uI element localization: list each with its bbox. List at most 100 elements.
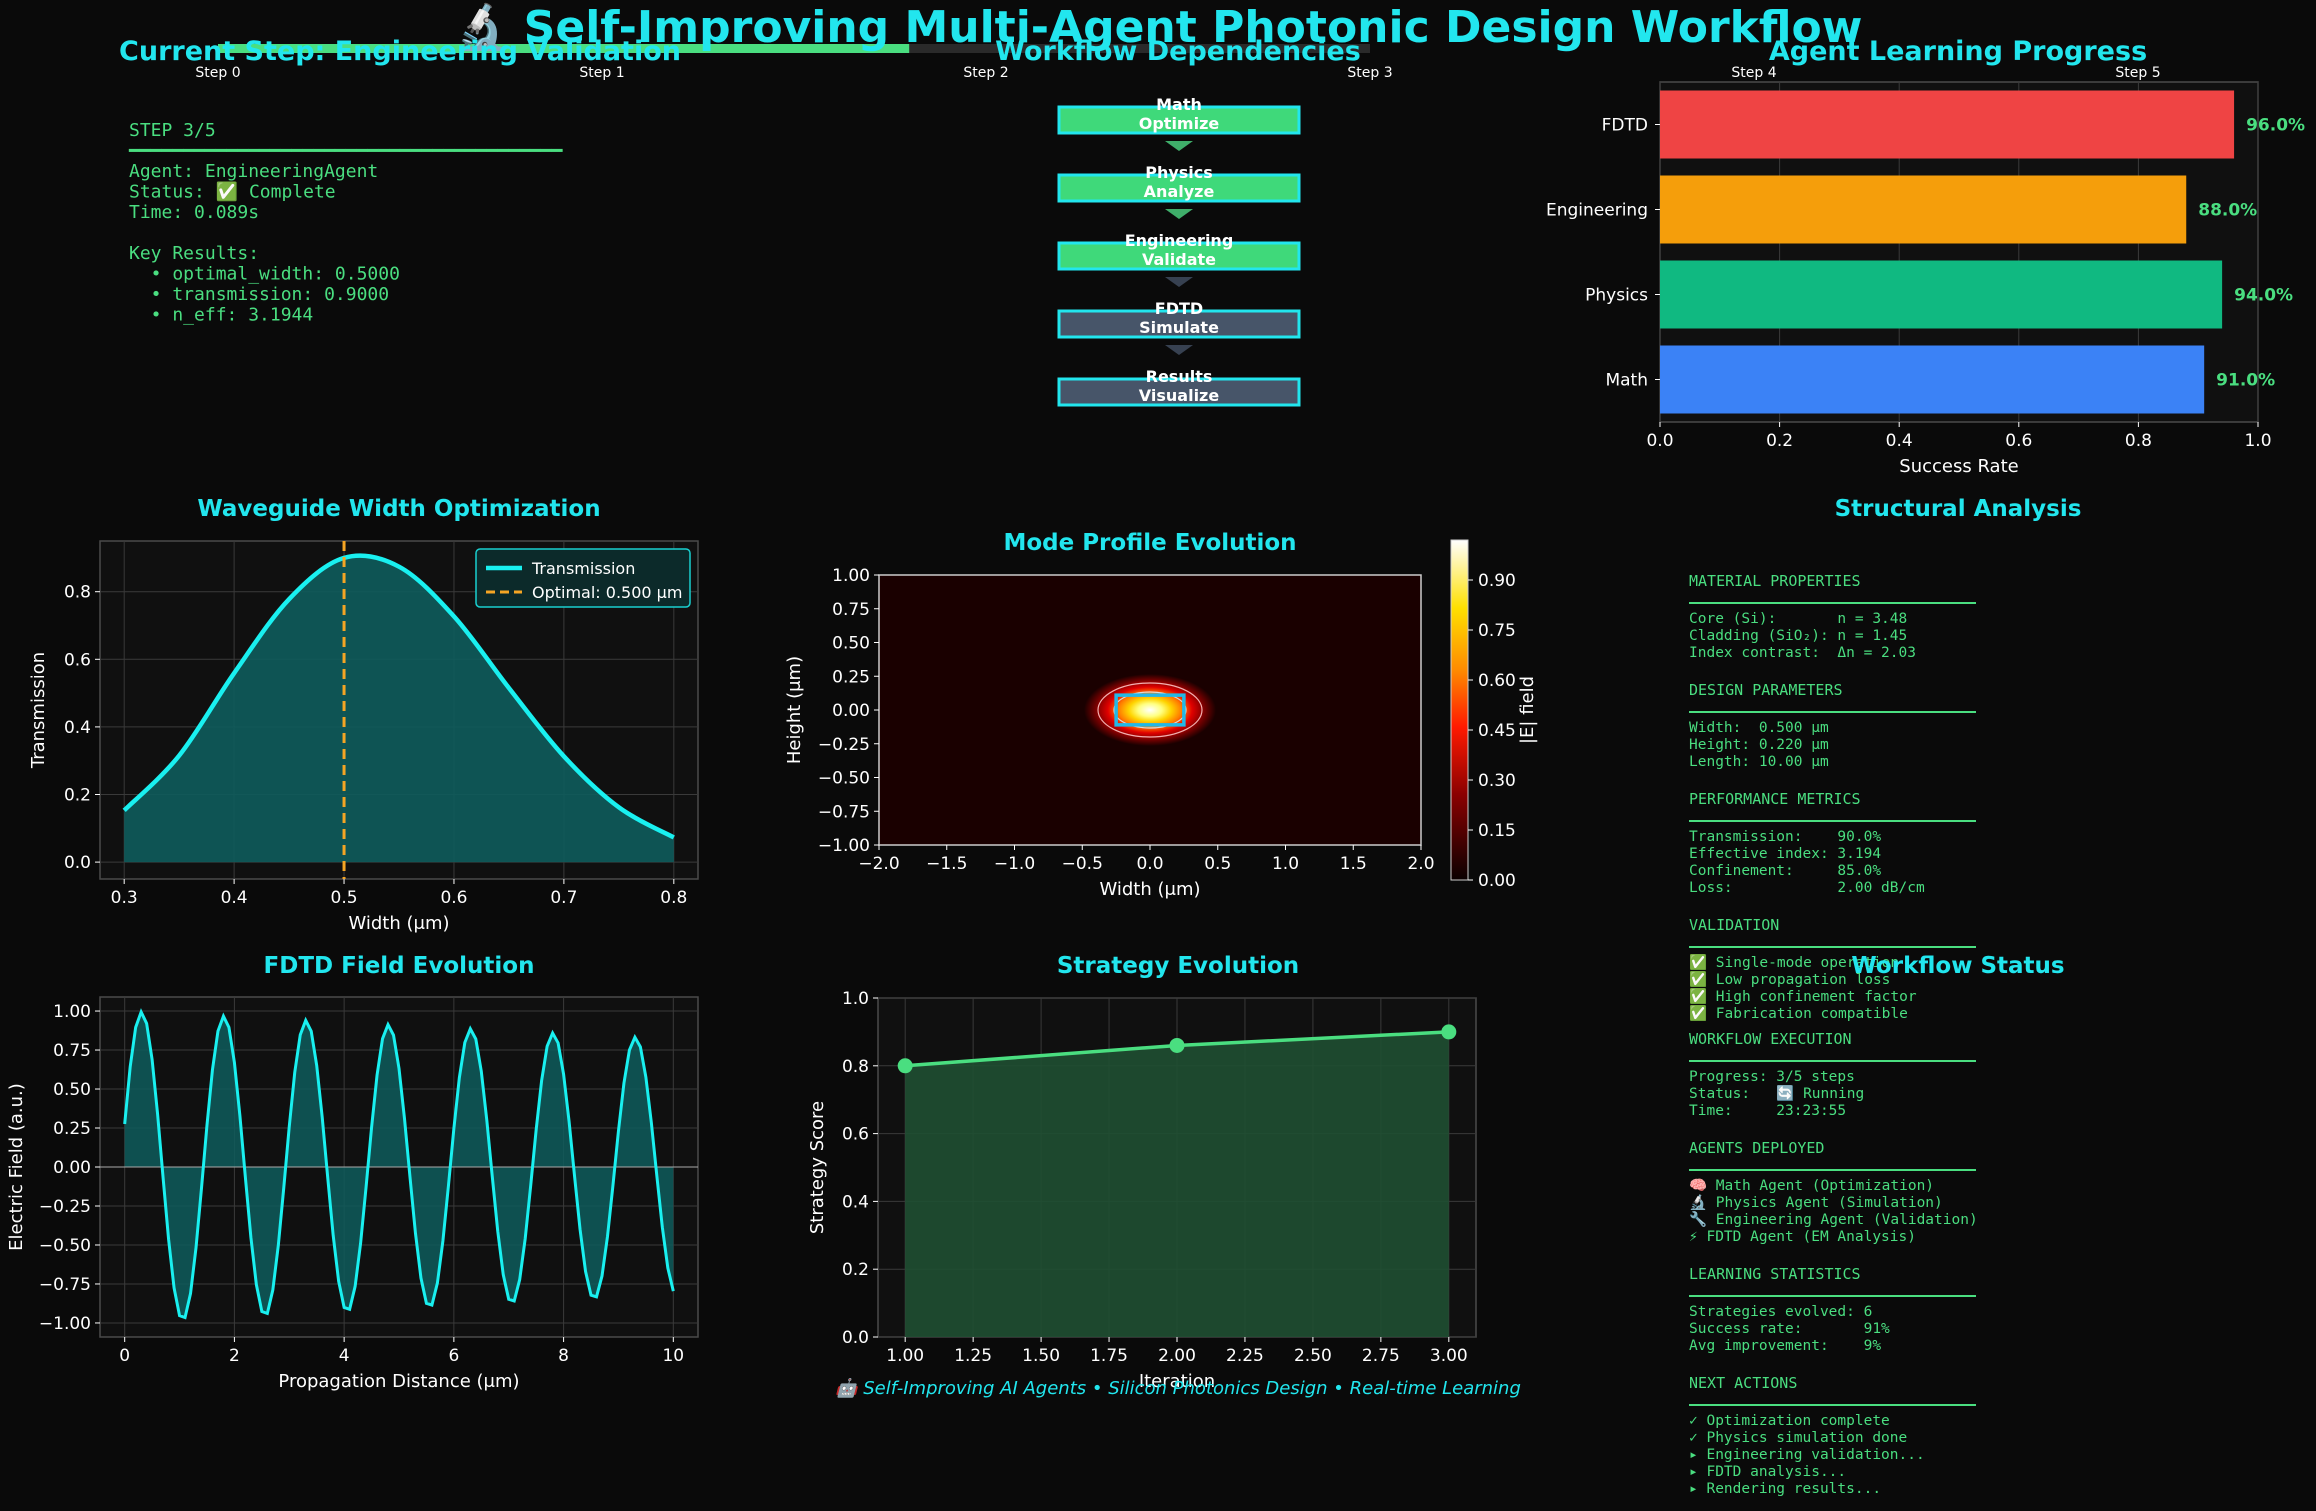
strategy-area bbox=[905, 1031, 1449, 1337]
strategy-ytick-label: 0.0 bbox=[842, 1328, 869, 1348]
current-step-line: • transmission: 0.9000 bbox=[129, 284, 389, 305]
status-line: Success rate: 91% bbox=[1689, 1321, 1890, 1337]
fdtd-xtick-label: 4 bbox=[339, 1346, 350, 1366]
dependency-node bbox=[1057, 377, 1301, 407]
current-step-line: • optimal_width: 0.5000 bbox=[129, 264, 400, 285]
status-line: 🔧 Engineering Agent (Validation) bbox=[1689, 1210, 1978, 1228]
learning-chart: Agent Learning Progress 0.0 0.2 0.4 0.6 0.8 1… bbox=[1546, 36, 2305, 477]
dependency-node-label: Physics bbox=[1145, 163, 1213, 182]
structural-line: Core (Si): n = 3.48 bbox=[1689, 611, 1907, 627]
width-ytick-label: 0.2 bbox=[64, 786, 91, 806]
strategy-ytick-label: 0.2 bbox=[842, 1260, 869, 1280]
progress-step-label: Step 4 bbox=[1731, 65, 1776, 81]
strategy-ytick-label: 1.0 bbox=[842, 989, 869, 1009]
current-step-line: • n_eff: 3.1944 bbox=[129, 305, 313, 326]
width-chart: Waveguide Width Optimization 0.3 0.4 0.5 0.… bbox=[28, 496, 699, 934]
progress-fill bbox=[218, 44, 910, 53]
fdtd-ytick-label: −0.75 bbox=[39, 1275, 91, 1295]
width-ytick-label: 0.6 bbox=[64, 650, 91, 670]
status-line: Avg improvement: 9% bbox=[1689, 1338, 1881, 1354]
fdtd-ytick-label: 0.75 bbox=[53, 1041, 91, 1061]
current-step-line: Key Results: bbox=[129, 243, 259, 264]
dependency-arrow bbox=[1165, 209, 1193, 219]
footer-caption: 🤖 Self-Improving AI Agents • Silicon Pho… bbox=[835, 1377, 1521, 1399]
status-header: NEXT ACTIONS bbox=[1689, 1374, 1797, 1392]
strategy-xtick-label: 1.50 bbox=[1022, 1346, 1060, 1366]
colorbar-tick-label: 0.00 bbox=[1478, 871, 1516, 891]
mode-xtick-label: −0.5 bbox=[1062, 854, 1103, 874]
strategy-xtick-label: 2.00 bbox=[1158, 1346, 1196, 1366]
width-legend bbox=[475, 548, 691, 608]
fdtd-area bbox=[124, 1011, 674, 1318]
current-step-line: STEP 3/5 bbox=[129, 120, 216, 141]
status-line: Time: 23:23:55 bbox=[1689, 1103, 1846, 1119]
width-xtick-label: 0.8 bbox=[660, 888, 687, 908]
learning-category-label: Math bbox=[1605, 371, 1648, 391]
width-xtick-label: 0.3 bbox=[111, 888, 138, 908]
progress-step-label: Step 2 bbox=[963, 65, 1008, 81]
structural-line: Length: 10.00 μm bbox=[1689, 754, 1829, 770]
status-line: Progress: 3/5 steps bbox=[1689, 1069, 1855, 1085]
structural-line: Confinement: 85.0% bbox=[1689, 863, 1881, 879]
current-step-title: Current Step: Engineering Validation bbox=[119, 36, 681, 67]
progress-step-labels: Step 0 Step 1 Step 2 Step 3 Step 4 Step 5 bbox=[195, 65, 2160, 81]
dependency-node-sublabel: Visualize bbox=[1139, 386, 1220, 405]
learning-xtick-label: 0.4 bbox=[1886, 431, 1913, 451]
learning-bar bbox=[1660, 260, 2223, 329]
mode-ytick-label: 0.00 bbox=[832, 701, 870, 721]
current-step-line: Agent: EngineeringAgent bbox=[129, 161, 378, 182]
learning-bar-value: 88.0% bbox=[2198, 201, 2257, 221]
progress-step-label: Step 1 bbox=[579, 65, 624, 81]
dependency-node bbox=[1057, 309, 1301, 339]
status-line: ▸ Engineering validation... bbox=[1689, 1447, 1925, 1463]
learning-category-label: FDTD bbox=[1602, 116, 1648, 136]
dependency-node-label: Results bbox=[1146, 367, 1213, 386]
fdtd-ytick-label: 1.00 bbox=[53, 1002, 91, 1022]
mode-xtick-label: −1.0 bbox=[994, 854, 1035, 874]
learning-bar bbox=[1660, 175, 2187, 244]
width-xlabel: Width (μm) bbox=[348, 913, 449, 934]
dependency-node-label: Math bbox=[1156, 95, 1202, 114]
learning-xtick-label: 0.0 bbox=[1646, 431, 1673, 451]
strategy-ytick-label: 0.4 bbox=[842, 1192, 869, 1212]
learning-xtick-label: 0.2 bbox=[1766, 431, 1793, 451]
learning-xtick-label: 1.0 bbox=[2244, 431, 2271, 451]
strategy-xtick-label: 2.25 bbox=[1226, 1346, 1264, 1366]
structural-line: Width: 0.500 μm bbox=[1689, 720, 1829, 736]
width-xtick-label: 0.7 bbox=[550, 888, 577, 908]
structural-panel: Structural Analysis MATERIAL PROPERTIES C… bbox=[1689, 496, 2081, 1022]
structural-line: ✅ Single-mode operation bbox=[1689, 953, 1899, 971]
strategy-xtick-label: 1.75 bbox=[1090, 1346, 1128, 1366]
dependency-node-sublabel: Optimize bbox=[1139, 114, 1220, 133]
status-line: ✓ Physics simulation done bbox=[1689, 1430, 1907, 1446]
colorbar-tick-label: 0.75 bbox=[1478, 621, 1516, 641]
dependency-node-label: FDTD bbox=[1155, 299, 1203, 318]
structural-header: MATERIAL PROPERTIES bbox=[1689, 572, 1861, 590]
status-line: Status: 🔄 Running bbox=[1689, 1084, 1864, 1102]
current-step-line: Status: ✅ Complete bbox=[129, 181, 336, 203]
learning-category-label: Physics bbox=[1585, 286, 1648, 306]
learning-bar bbox=[1660, 345, 2205, 414]
width-area bbox=[124, 555, 674, 863]
mode-ytick-label: −0.50 bbox=[818, 769, 870, 789]
progress-step-label: Step 5 bbox=[2115, 65, 2160, 81]
mode-xtick-label: 0.5 bbox=[1204, 854, 1231, 874]
colorbar-tick-label: 0.15 bbox=[1478, 821, 1516, 841]
width-ytick-label: 0.8 bbox=[64, 583, 91, 603]
structural-header: DESIGN PARAMETERS bbox=[1689, 681, 1843, 699]
progress-step-label: Step 0 bbox=[195, 65, 240, 81]
mode-ytick-label: 0.25 bbox=[832, 667, 870, 687]
colorbar-tick-label: 0.90 bbox=[1478, 571, 1516, 591]
fdtd-ytick-label: −0.25 bbox=[39, 1197, 91, 1217]
mode-ytick-label: 1.00 bbox=[832, 566, 870, 586]
dependency-node-sublabel: Simulate bbox=[1139, 318, 1219, 337]
mode-chart-title: Mode Profile Evolution bbox=[1003, 530, 1296, 556]
dependency-node-label: Engineering bbox=[1125, 231, 1234, 250]
fdtd-ytick-label: 0.00 bbox=[53, 1158, 91, 1178]
status-line: Strategies evolved: 6 bbox=[1689, 1304, 1872, 1320]
strategy-xlabel: Iteration bbox=[1139, 1371, 1215, 1392]
fdtd-xlabel: Propagation Distance (μm) bbox=[278, 1371, 519, 1392]
